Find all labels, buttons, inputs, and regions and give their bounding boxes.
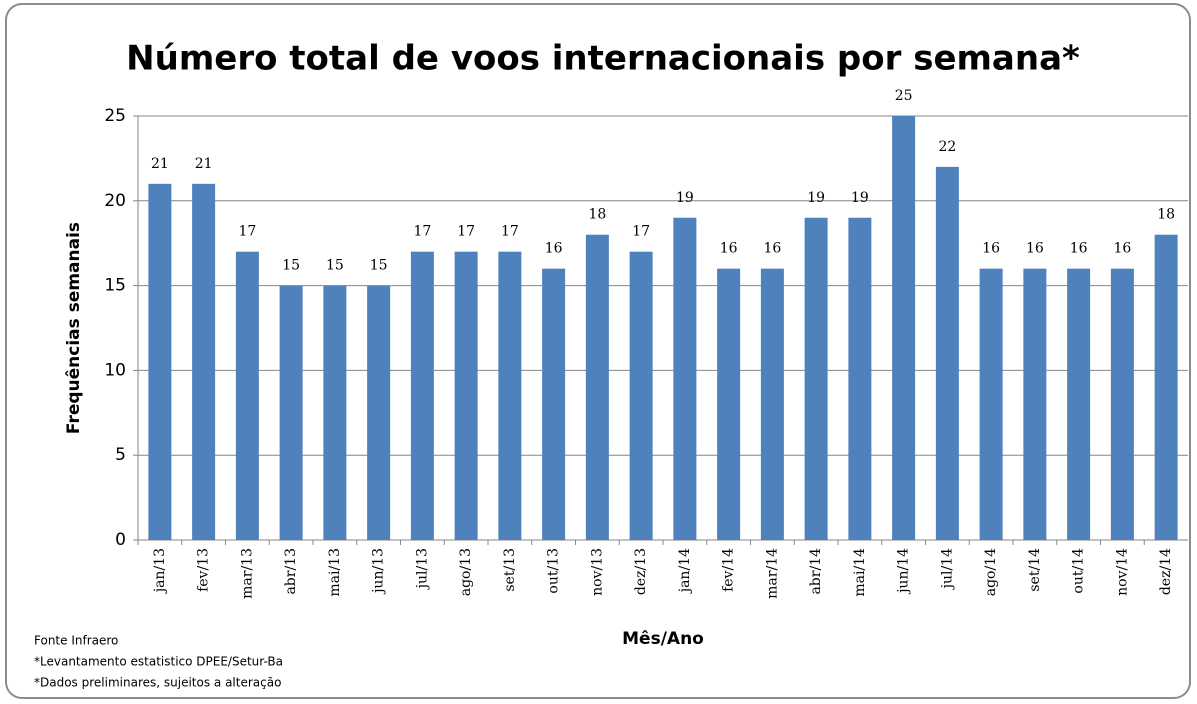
data-label: 15 xyxy=(370,258,388,274)
footnote: Fonte Infraero xyxy=(34,634,118,648)
bar xyxy=(979,268,1003,540)
bar xyxy=(1110,268,1134,540)
bar xyxy=(848,217,872,540)
data-label: 15 xyxy=(326,258,344,274)
data-label: 15 xyxy=(282,258,300,274)
y-tick-label: 25 xyxy=(104,106,126,126)
data-label: 16 xyxy=(1113,241,1131,257)
x-axis-label: Mês/Ano xyxy=(622,629,704,649)
x-tick-label: jun/14 xyxy=(896,548,912,595)
x-tick-label: set/13 xyxy=(502,548,518,592)
x-tick-label: ago/13 xyxy=(458,548,474,596)
bar xyxy=(585,234,609,540)
bar xyxy=(192,183,216,540)
data-label: 22 xyxy=(938,139,956,155)
data-label: 16 xyxy=(720,241,738,257)
x-tick-label: fev/14 xyxy=(721,548,737,592)
x-tick-label: fev/13 xyxy=(196,548,212,592)
x-tick-label: nov/14 xyxy=(1114,548,1130,596)
x-tick-label: jul/14 xyxy=(939,548,955,590)
bar xyxy=(804,217,828,540)
bar xyxy=(1154,234,1178,540)
data-label: 17 xyxy=(238,224,256,240)
bar xyxy=(454,251,478,540)
data-label: 16 xyxy=(1026,241,1044,257)
x-tick-label: jan/14 xyxy=(677,548,693,594)
footnote: *Dados preliminares, sujeitos a alteraçã… xyxy=(34,676,281,690)
bar xyxy=(410,251,434,540)
bar xyxy=(1067,268,1091,540)
data-label: 21 xyxy=(195,156,213,172)
chart-title: Número total de voos internacionais por … xyxy=(126,39,1080,79)
data-label: 17 xyxy=(632,224,650,240)
y-tick-label: 5 xyxy=(115,445,126,465)
x-tick-label: mar/13 xyxy=(239,548,255,599)
data-label: 16 xyxy=(763,241,781,257)
bar xyxy=(323,285,347,540)
bar xyxy=(629,251,653,540)
x-tick-label: mai/14 xyxy=(852,548,868,597)
data-label: 18 xyxy=(588,207,606,223)
bar xyxy=(935,166,959,540)
data-label: 16 xyxy=(545,241,563,257)
bar xyxy=(1023,268,1047,540)
y-tick-label: 15 xyxy=(104,276,126,296)
x-tick-label: out/14 xyxy=(1071,548,1087,594)
data-label: 19 xyxy=(851,190,869,206)
x-tick-label: jan/13 xyxy=(152,548,168,594)
bar xyxy=(279,285,303,540)
x-tick-label: set/14 xyxy=(1027,548,1043,592)
footnote: *Levantamento estatistico DPEE/Setur-Ba xyxy=(34,655,283,669)
x-tick-label: jun/13 xyxy=(371,548,387,595)
y-tick-label: 0 xyxy=(115,530,126,550)
y-tick-label: 10 xyxy=(104,360,126,380)
data-label: 18 xyxy=(1157,207,1175,223)
data-label: 25 xyxy=(895,88,913,104)
bar xyxy=(235,251,259,540)
bar xyxy=(542,268,566,540)
x-tick-label: out/13 xyxy=(546,548,562,594)
bar xyxy=(148,183,172,540)
x-tick-label: nov/13 xyxy=(589,548,605,596)
data-label: 19 xyxy=(676,190,694,206)
x-tick-label: mar/14 xyxy=(764,548,780,599)
x-tick-label: abr/14 xyxy=(808,548,824,595)
data-label: 17 xyxy=(413,224,431,240)
bar xyxy=(498,251,522,540)
bar xyxy=(367,285,391,540)
data-label: 17 xyxy=(501,224,519,240)
bar xyxy=(760,268,784,540)
data-label: 17 xyxy=(457,224,475,240)
y-axis-label: Frequências semanais xyxy=(64,222,84,434)
bar xyxy=(717,268,741,540)
bar xyxy=(892,116,916,540)
x-tick-label: dez/13 xyxy=(633,548,649,595)
data-label: 19 xyxy=(807,190,825,206)
data-label: 16 xyxy=(1070,241,1088,257)
x-tick-label: mai/13 xyxy=(327,548,343,597)
data-label: 16 xyxy=(982,241,1000,257)
x-tick-label: jul/13 xyxy=(414,548,430,590)
x-tick-label: dez/14 xyxy=(1158,548,1174,595)
x-tick-label: abr/13 xyxy=(283,548,299,595)
bar xyxy=(673,217,697,540)
y-tick-label: 20 xyxy=(104,191,126,211)
x-tick-label: ago/14 xyxy=(983,548,999,596)
data-label: 21 xyxy=(151,156,169,172)
